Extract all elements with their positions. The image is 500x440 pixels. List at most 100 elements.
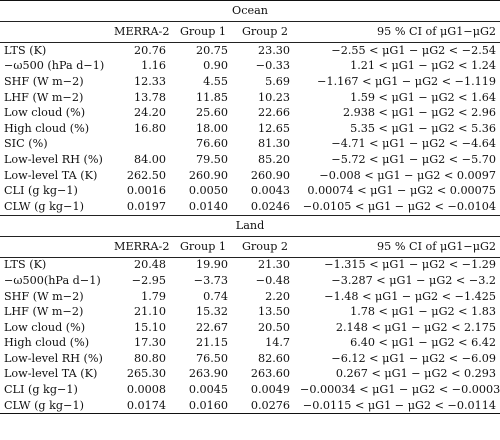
merra2-value: 13.78 <box>133 90 166 104</box>
group1-value: 19.90 <box>195 258 228 272</box>
group1-value: 18.00 <box>195 121 228 135</box>
group2-value: 0.0246 <box>250 199 290 213</box>
group2-value: 263.60 <box>250 367 290 381</box>
row-label: Low cloud (%) <box>4 320 86 334</box>
merra2-value: 1.16 <box>141 59 166 73</box>
merra2-value: 265.30 <box>126 367 166 381</box>
row-label: CLW (g kg−1) <box>4 199 84 213</box>
group2-value: 2.20 <box>265 289 290 303</box>
group2-value: 0.0043 <box>250 184 290 198</box>
row-label: SIC (%) <box>4 137 48 151</box>
table-row: SHF (W m−2) 1.79 0.74 2.20 −1.48 < μG1 − μG2… <box>0 289 500 305</box>
group1-value: 0.90 <box>203 59 228 73</box>
row-label: Low-level TA (K) <box>4 168 98 182</box>
ci-value: −6.12 < μG1 − μG2 < −6.09 <box>331 351 497 365</box>
table-row: CLI (g kg−1) 0.0016 0.0050 0.0043 0.00074 < … <box>0 183 500 199</box>
row-label: Low-level RH (%) <box>4 351 103 365</box>
section-title: Land <box>0 214 500 237</box>
group2-value: −0.48 <box>255 273 290 287</box>
table-row: LHF (W m−2) 13.78 11.85 10.23 1.59 < μG1 − μ… <box>0 90 500 106</box>
table-row: CLW (g kg−1) 0.0174 0.0160 0.0276 −0.0115 < … <box>0 397 500 415</box>
merra2-value: 21.10 <box>133 305 166 319</box>
group2-value: 13.50 <box>257 305 290 319</box>
section-title-row: Land <box>0 214 500 237</box>
row-label: LTS (K) <box>4 43 47 57</box>
merra2-value: −2.95 <box>131 273 166 287</box>
results-table: Ocean MERRA-2 Group 1 Group 2 95 % CI of μG1… <box>0 0 500 415</box>
table-row: CLI (g kg−1) 0.0008 0.0045 0.0049 −0.00034 <… <box>0 382 500 398</box>
ci-value: −1.48 < μG1 − μG2 < −1.425 <box>324 289 497 303</box>
column-header: Group 2 <box>234 235 296 258</box>
row-label: LHF (W m−2) <box>4 305 84 319</box>
group1-value: 4.55 <box>203 74 228 88</box>
group2-value: 260.90 <box>250 168 290 182</box>
column-header: MERRA-2 <box>110 21 172 43</box>
table-row: Low cloud (%) 15.10 22.67 20.50 2.148 < μG1 … <box>0 320 500 336</box>
group1-value: 76.50 <box>195 351 228 365</box>
ci-value: 0.267 < μG1 − μG2 < 0.293 <box>335 367 497 381</box>
column-header <box>0 235 110 258</box>
section-title: Ocean <box>0 0 500 22</box>
merra2-value: 84.00 <box>133 152 166 166</box>
column-header: 95 % CI of μG1−μG2 <box>296 235 500 258</box>
ci-value: −1.315 < μG1 − μG2 < −1.29 <box>324 258 497 272</box>
group2-value: 21.30 <box>257 258 290 272</box>
group2-value: 20.50 <box>257 320 290 334</box>
merra2-value: 262.50 <box>126 168 166 182</box>
column-header: 95 % CI of μG1−μG2 <box>296 21 500 43</box>
table-row: LTS (K) 20.48 19.90 21.30 −1.315 < μG1 − μG2… <box>0 257 500 273</box>
group1-value: 0.74 <box>203 289 228 303</box>
merra2-value: 24.20 <box>133 106 166 120</box>
row-label: −ω500 (hPa d−1) <box>4 59 105 73</box>
table-row: LTS (K) 20.76 20.75 23.30 −2.55 < μG1 − μG2 … <box>0 43 500 59</box>
ci-value: −2.55 < μG1 − μG2 < −2.54 <box>331 43 497 57</box>
group1-value: 79.50 <box>195 152 228 166</box>
merra2-value: 0.0008 <box>126 383 166 397</box>
group1-value: 260.90 <box>188 168 228 182</box>
merra2-value: 20.48 <box>133 258 166 272</box>
ci-value: −0.008 < μG1 − μG2 < 0.0097 <box>319 168 497 182</box>
table-row: SIC (%) 76.60 81.30 −4.71 < μG1 − μG2 < −4.… <box>0 137 500 153</box>
group2-value: 22.66 <box>257 106 290 120</box>
ci-value: −4.71 < μG1 − μG2 < −4.64 <box>331 137 497 151</box>
group2-value: 0.0049 <box>250 383 290 397</box>
merra2-value: 20.76 <box>133 43 166 57</box>
group1-value: 20.75 <box>195 43 228 57</box>
merra2-value: 0.0174 <box>110 397 172 415</box>
group1-value: 22.67 <box>195 320 228 334</box>
row-label: High cloud (%) <box>4 121 90 135</box>
table-row: Low-level RH (%) 84.00 79.50 85.20 −5.72 < μ… <box>0 152 500 168</box>
merra2-value: 80.80 <box>133 351 166 365</box>
table-row: LHF (W m−2) 21.10 15.32 13.50 1.78 < μG1 − μ… <box>0 304 500 320</box>
table-row: High cloud (%) 16.80 18.00 12.65 5.35 < μG1 … <box>0 121 500 137</box>
ci-value: −1.167 < μG1 − μG2 < −1.119 <box>317 74 497 88</box>
table-row: Low-level TA (K) 265.30 263.90 263.60 0.267 … <box>0 367 500 383</box>
ci-value: 2.938 < μG1 − μG2 < 2.96 <box>342 106 497 120</box>
merra2-value: 1.79 <box>141 289 166 303</box>
row-label: LHF (W m−2) <box>4 90 84 104</box>
group2-value: 14.7 <box>265 336 290 350</box>
row-label: CLI (g kg−1) <box>4 184 78 198</box>
group1-value: 21.15 <box>195 336 228 350</box>
column-header: Group 1 <box>172 235 234 258</box>
row-label: Low-level TA (K) <box>4 367 98 381</box>
table-row: Low-level RH (%) 80.80 76.50 82.60 −6.12 < μ… <box>0 351 500 367</box>
group1-value: −3.73 <box>193 273 228 287</box>
group1-value: 0.0140 <box>188 199 228 213</box>
table-row: −ω500(hPa d−1) −2.95 −3.73 −0.48 −3.287 < μG… <box>0 273 500 289</box>
row-label: SHF (W m−2) <box>4 289 84 303</box>
ci-value: −0.00034 < μG1 − μG2 < −0.00032 <box>300 383 500 397</box>
group2-value: −0.33 <box>255 59 290 73</box>
ci-value: 5.35 < μG1 − μG2 < 5.36 <box>350 121 497 135</box>
ci-value: 1.78 < μG1 − μG2 < 1.83 <box>350 305 497 319</box>
group1-value: 0.0045 <box>188 383 228 397</box>
column-header <box>0 21 110 43</box>
row-label: Low cloud (%) <box>4 106 86 120</box>
row-label: SHF (W m−2) <box>4 74 84 88</box>
column-header: Group 1 <box>172 21 234 43</box>
group2-value: 81.30 <box>257 137 290 151</box>
merra2-value: 12.33 <box>133 74 166 88</box>
group2-value: 85.20 <box>257 152 290 166</box>
group1-value: 0.0050 <box>188 184 228 198</box>
